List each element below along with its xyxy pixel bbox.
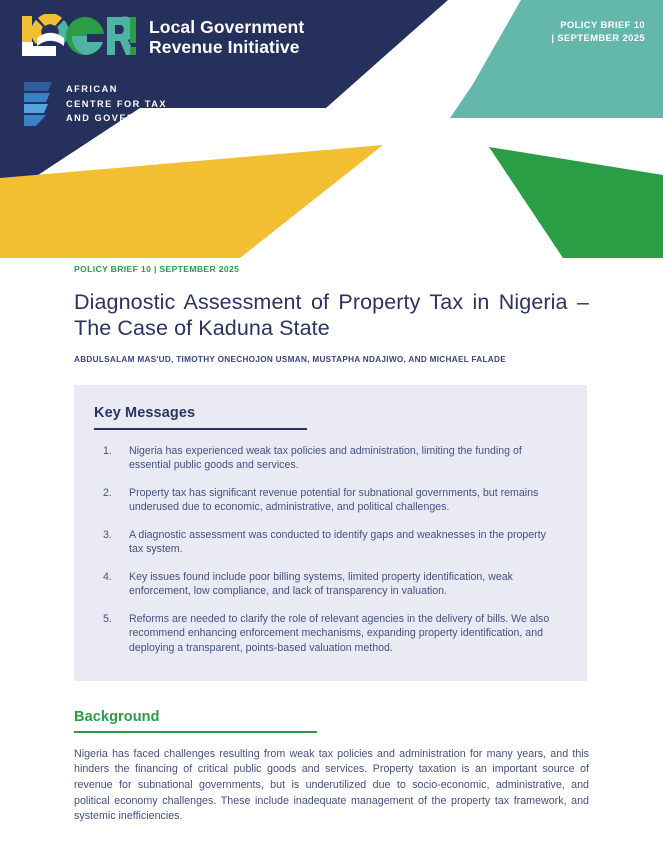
background-heading: Background — [74, 709, 160, 726]
logri-logo: Local Government Revenue Initiative — [22, 14, 304, 60]
list-item: 3. A diagnostic assessment was conducted… — [96, 528, 559, 557]
header-meta: POLICY BRIEF 10 | SEPTEMBER 2025 — [551, 19, 645, 45]
actg-wordmark: AFRICAN CENTRE FOR TAX AND GOVERNANCE — [66, 82, 175, 126]
header-meta-date: | SEPTEMBER 2025 — [551, 33, 645, 44]
list-item-number: 5. — [103, 612, 112, 625]
list-item-number: 1. — [103, 444, 112, 457]
document-body: POLICY BRIEF 10 | SEPTEMBER 2025 Diagnos… — [0, 258, 663, 836]
actg-wordmark-line3: AND GOVERNANCE — [66, 113, 176, 124]
actg-logo: AFRICAN CENTRE FOR TAX AND GOVERNANCE — [22, 80, 175, 128]
list-item-text: Key issues found include poor billing sy… — [129, 570, 513, 598]
list-item: 2. Property tax has significant revenue … — [96, 486, 559, 515]
logri-wordmark-line1: Local Government — [149, 17, 305, 37]
list-item-text: Reforms are needed to clarify the role o… — [129, 612, 550, 654]
list-item-number: 4. — [103, 570, 112, 583]
actg-wordmark-line1: AFRICAN — [66, 84, 118, 95]
list-item-text: Nigeria has experienced weak tax policie… — [129, 444, 522, 472]
key-messages-heading-wrap: Key Messages — [74, 404, 587, 430]
page-title: Diagnostic Assessment of Property Tax in… — [74, 290, 589, 340]
teal-shape — [450, 0, 663, 118]
key-messages-list: 1. Nigeria has experienced weak tax poli… — [96, 444, 559, 656]
actg-logomark-icon — [24, 82, 52, 126]
list-item-text: A diagnostic assessment was conducted to… — [129, 528, 546, 556]
list-item: 4. Key issues found include poor billing… — [96, 570, 559, 599]
list-item: 5. Reforms are needed to clarify the rol… — [96, 612, 559, 656]
background-paragraph: Nigeria has faced challenges resulting f… — [74, 747, 589, 823]
header-meta-brief-number: POLICY BRIEF 10 — [560, 20, 645, 31]
logri-wordmark-line2: Revenue Initiative — [149, 37, 300, 57]
green-shape — [489, 147, 663, 258]
key-messages-heading: Key Messages — [94, 405, 196, 421]
list-item-text: Property tax has significant revenue pot… — [129, 486, 539, 514]
yellow-shape — [0, 145, 383, 258]
list-item: 1. Nigeria has experienced weak tax poli… — [96, 444, 559, 473]
actg-wordmark-line2: CENTRE FOR TAX — [66, 98, 167, 109]
header-banner: Local Government Revenue Initiative AFRI… — [0, 0, 663, 258]
logri-logomark-icon — [22, 14, 136, 56]
key-messages-box: Key Messages 1. Nigeria has experienced … — [74, 385, 587, 682]
logri-wordmark: Local Government Revenue Initiative — [149, 17, 304, 57]
list-item-number: 2. — [103, 486, 112, 499]
header-geometric-graphic — [0, 0, 663, 258]
key-messages-rule — [94, 428, 307, 430]
list-item-number: 3. — [103, 528, 112, 541]
background-section: Background Nigeria has faced challenges … — [74, 708, 589, 825]
background-rule — [74, 731, 317, 733]
document-kicker: POLICY BRIEF 10 | SEPTEMBER 2025 — [74, 264, 240, 274]
author-list: ABDULSALAM MAS'UD, TIMOTHY ONECHOJON USM… — [74, 355, 506, 364]
